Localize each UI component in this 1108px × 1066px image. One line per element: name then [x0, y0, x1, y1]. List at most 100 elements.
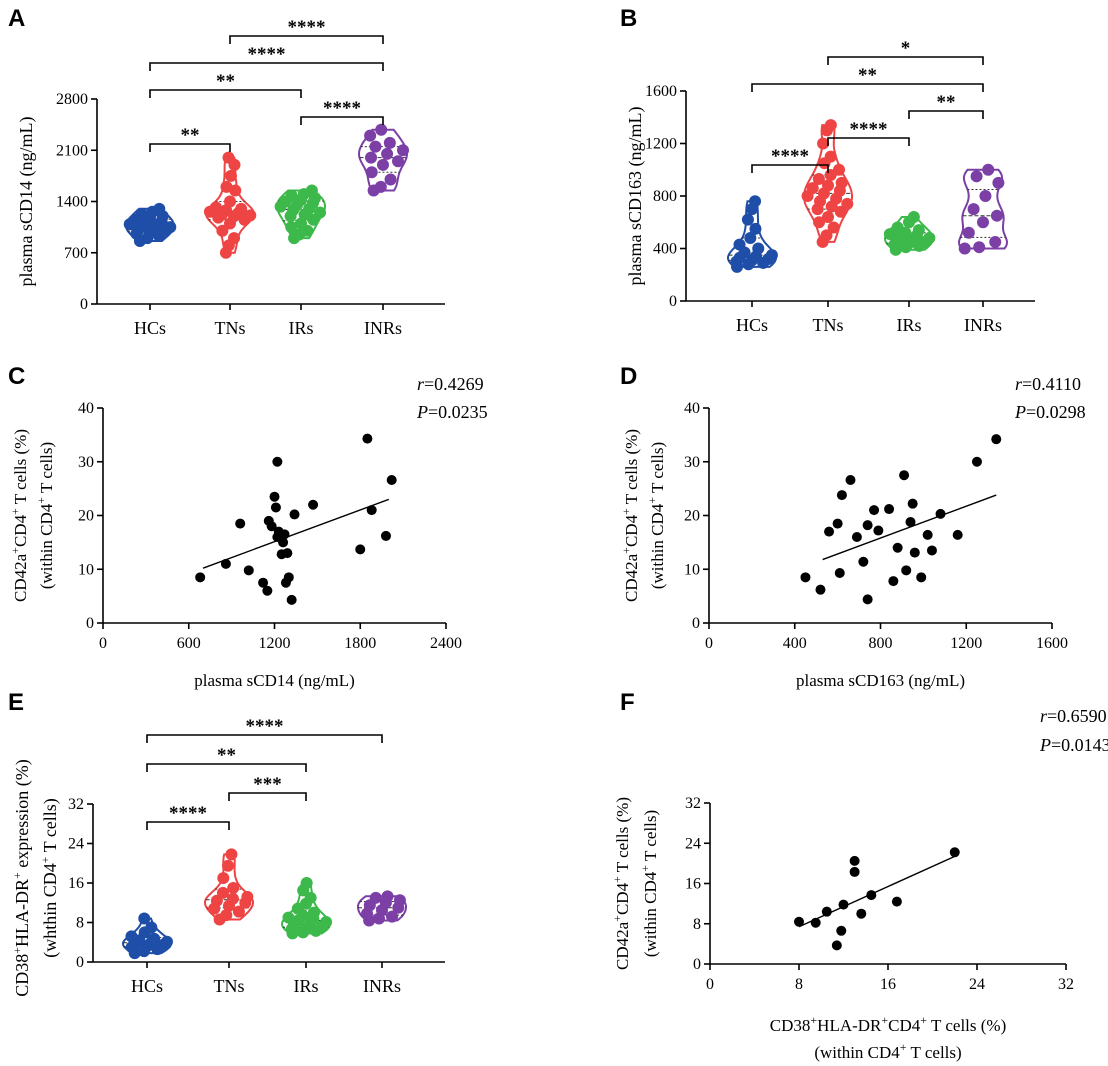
scatter-point	[195, 572, 206, 583]
scatter-point	[272, 456, 283, 467]
x-tick-label: 32	[1058, 976, 1074, 993]
data-point	[145, 921, 158, 934]
scatter-point	[235, 518, 246, 529]
x-tick-label: 0	[706, 976, 714, 993]
y-axis-label: CD42a+CD4+ T cells (%)	[8, 429, 30, 602]
data-point	[148, 932, 161, 945]
category-label: INRs	[364, 318, 402, 338]
scatter-point	[866, 890, 877, 901]
scatter-point	[800, 572, 811, 583]
data-point	[813, 216, 826, 229]
y-tick-label: 0	[80, 296, 88, 313]
y-tick-label: 8	[76, 915, 84, 932]
x-tick-label: 1600	[1036, 635, 1068, 652]
scatter-point	[278, 537, 289, 548]
significance-label: ****	[248, 44, 286, 65]
data-point	[241, 890, 254, 903]
data-point	[912, 224, 925, 237]
regression-line	[822, 494, 997, 561]
p-statistic: P=0.0235	[416, 402, 488, 422]
x-axis-label: CD38+HLA-DR+CD4+ T cells (%)	[770, 1013, 1006, 1035]
regression-line	[202, 498, 390, 569]
category-label: TNs	[215, 318, 246, 338]
significance-bracket	[149, 143, 231, 152]
significance-bracket	[229, 35, 384, 44]
scatter-point	[266, 521, 277, 532]
significance-label: **	[937, 92, 956, 113]
scatter-point	[283, 572, 294, 583]
scatter-point	[907, 498, 918, 509]
data-point	[209, 201, 222, 214]
data-point	[369, 891, 382, 904]
scatter-point	[935, 508, 946, 519]
data-point	[392, 155, 405, 168]
scatter-point	[289, 509, 300, 520]
panel-A: A 0 700 1400 2100 2800 plasma sCD14 (ng/mL) HCs…	[8, 5, 445, 338]
scatter-point	[849, 866, 860, 877]
data-point	[977, 216, 989, 229]
significance-label: ****	[169, 803, 207, 824]
significance-label: **	[217, 745, 236, 766]
significance-bracket	[827, 137, 910, 146]
data-point	[907, 211, 920, 223]
data-point	[228, 232, 241, 245]
category-label: HCs	[131, 976, 163, 996]
data-point	[226, 892, 239, 905]
data-point	[320, 916, 333, 929]
scatter-point	[869, 505, 880, 516]
panel-letter: A	[8, 5, 25, 32]
y-tick-label: 8	[693, 916, 701, 933]
data-point	[989, 235, 1002, 248]
significance-label: ****	[850, 119, 888, 140]
significance-label: ****	[771, 146, 809, 167]
r-statistic: r=0.4269	[417, 374, 484, 394]
y-tick-label: 0	[692, 615, 700, 632]
y-tick-label: 800	[653, 188, 677, 205]
significance-bracket	[146, 734, 383, 743]
scatter-point	[810, 917, 821, 928]
scatter-point	[884, 504, 895, 515]
data-point	[765, 249, 778, 262]
violin-shape	[957, 168, 1009, 250]
scatter-point	[824, 526, 835, 537]
y-tick-label: 0	[669, 293, 677, 310]
significance-label: ***	[253, 774, 282, 795]
significance-bracket	[300, 116, 384, 125]
scatter-point	[849, 855, 860, 866]
data-point	[824, 150, 837, 163]
y-tick-label: 2800	[56, 91, 88, 108]
data-point	[282, 911, 295, 924]
category-label: IRs	[288, 318, 313, 338]
panel-F: F 0 8 16 24 32 0 8 16 24 32 CD42a+CD4+ T cells (%) (…	[610, 689, 1108, 1062]
data-point	[749, 222, 762, 235]
x-tick-label: 1800	[344, 635, 376, 652]
y-tick-label: 2100	[56, 142, 88, 159]
data-point	[224, 195, 236, 208]
category-label: HCs	[736, 315, 768, 335]
data-point	[300, 877, 313, 889]
data-point	[285, 221, 298, 234]
y-tick-label: 40	[684, 400, 700, 417]
y-axis-label-sub: (within CD4+ T cells)	[638, 810, 660, 957]
data-point	[384, 173, 397, 186]
scatter-point	[916, 572, 927, 583]
y-tick-label: 30	[78, 454, 94, 471]
scatter-point	[286, 594, 297, 605]
data-point	[741, 213, 754, 226]
x-axis-label: plasma sCD14 (ng/mL)	[194, 671, 355, 690]
scatter-point	[821, 906, 832, 917]
data-point	[386, 910, 399, 923]
x-tick-label: 1200	[950, 635, 982, 652]
y-axis-label: plasma sCD163 (ng/mL)	[625, 107, 646, 286]
scatter-point	[380, 530, 391, 541]
scatter-point	[832, 518, 843, 529]
panel-letter: D	[620, 363, 637, 390]
significance-bracket	[149, 89, 302, 98]
data-point	[377, 158, 389, 171]
scatter-point	[836, 925, 847, 936]
data-point	[827, 221, 840, 234]
x-tick-label: 24	[969, 976, 985, 993]
p-statistic: P=0.0298	[1014, 402, 1086, 422]
